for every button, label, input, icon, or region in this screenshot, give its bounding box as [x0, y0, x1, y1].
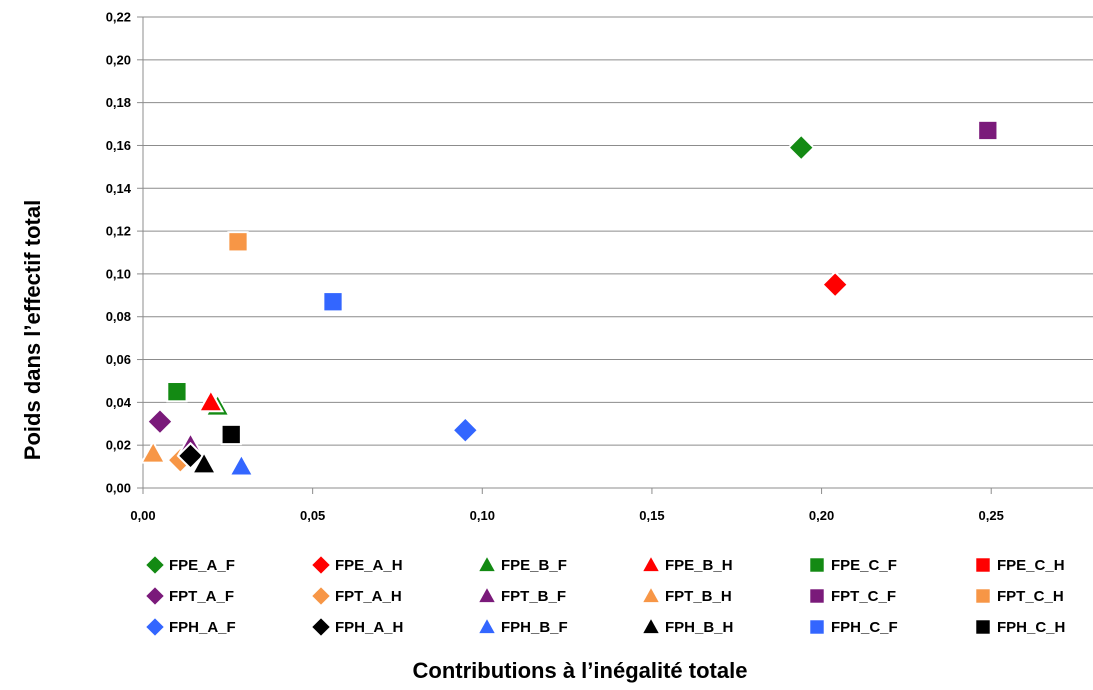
data-point-fph-a-h — [176, 441, 205, 470]
y-tick-label: 0,14 — [106, 181, 132, 196]
legend-label: FPH_A_H — [335, 619, 403, 636]
legend-marker — [146, 556, 164, 574]
legend-label: FPH_C_H — [997, 619, 1065, 636]
legend-marker — [312, 556, 330, 574]
legend-label: FPE_A_F — [169, 557, 235, 574]
data-points — [139, 119, 999, 477]
legend-label: FPH_B_F — [501, 619, 568, 636]
legend-label: FPT_B_H — [665, 588, 732, 605]
y-tick-label: 0,08 — [106, 309, 131, 324]
legend-marker — [312, 618, 330, 636]
legend-marker — [976, 620, 990, 634]
legend-label: FPE_C_H — [997, 557, 1065, 574]
y-tick-label: 0,00 — [106, 481, 131, 496]
legend-marker — [479, 619, 495, 634]
data-point-fph-c-f — [322, 291, 344, 313]
legend-label: FPT_C_H — [997, 588, 1064, 605]
y-tick-label: 0,16 — [106, 138, 131, 153]
x-tick-label: 0,15 — [639, 508, 664, 523]
legend-label: FPT_B_F — [501, 588, 566, 605]
legend-marker — [810, 620, 824, 634]
legend-label: FPE_B_H — [665, 557, 733, 574]
data-point-fpt-c-h — [227, 231, 249, 253]
axes — [142, 17, 1093, 489]
legend-marker — [146, 618, 164, 636]
x-tick-label: 0,25 — [979, 508, 1004, 523]
data-point-fpt-b-h — [139, 439, 167, 464]
legend-marker — [479, 557, 495, 572]
legend-marker — [146, 587, 164, 605]
y-tick-label: 0,18 — [106, 95, 131, 110]
y-tick-label: 0,10 — [106, 266, 131, 281]
y-tick-label: 0,12 — [106, 224, 131, 239]
x-axis-title: Contributions à l’inégalité totale — [413, 658, 748, 683]
data-point-fph-b-h — [190, 450, 218, 475]
legend-marker — [976, 589, 990, 603]
data-point-fph-b-f — [228, 452, 255, 477]
data-point-fph-a-f — [451, 416, 480, 445]
y-axis-ticks: 0,00 0,02 0,04 0,06 0,08 0,10 0,12 0,14 0,16 0,18… — [106, 10, 143, 496]
legend-label: FPH_C_F — [831, 619, 898, 636]
grid-lines — [143, 16, 1093, 446]
data-point-fpt-a-f — [145, 407, 174, 436]
y-tick-label: 0,04 — [106, 395, 132, 410]
legend-label: FPE_C_F — [831, 557, 897, 574]
data-point-fph-c-h — [220, 423, 242, 446]
x-tick-label: 0,00 — [130, 508, 155, 523]
legend-marker — [643, 588, 659, 603]
legend-label: FPE_B_F — [501, 557, 567, 574]
y-tick-label: 0,06 — [106, 352, 131, 367]
legend-marker — [810, 589, 824, 603]
y-tick-label: 0,22 — [106, 10, 131, 25]
data-point-fpe-a-h — [821, 270, 850, 299]
x-tick-label: 0,10 — [470, 508, 495, 523]
legend-label: FPH_A_F — [169, 619, 236, 636]
legend-marker — [479, 588, 495, 603]
legend-marker — [643, 619, 659, 634]
legend-label: FPT_A_H — [335, 588, 402, 605]
legend-marker — [312, 587, 330, 605]
data-point-fpe-b-h — [197, 388, 225, 413]
legend-marker — [643, 557, 659, 572]
legend-marker — [810, 558, 824, 572]
y-tick-label: 0,20 — [106, 52, 131, 67]
legend-label: FPH_B_H — [665, 619, 733, 636]
y-axis-title: Poids dans l’effectif total — [20, 200, 45, 460]
data-point-fpe-a-f — [787, 133, 816, 162]
x-tick-label: 0,05 — [300, 508, 325, 523]
data-point-fpt-c-f — [977, 119, 999, 142]
legend-label: FPT_A_F — [169, 588, 234, 605]
legend-label: FPE_A_H — [335, 557, 403, 574]
data-point-fpe-c-f — [166, 381, 188, 403]
x-tick-label: 0,20 — [809, 508, 834, 523]
x-axis-ticks: 0,00 0,05 0,10 0,15 0,20 0,25 — [130, 488, 1004, 523]
y-tick-label: 0,02 — [106, 438, 131, 453]
legend-marker — [976, 558, 990, 572]
legend-label: FPT_C_F — [831, 588, 896, 605]
legend: FPE_A_F FPE_A_H FPE_B_F FPE_B_H FPE_C_F FPE_C… — [146, 556, 1065, 636]
